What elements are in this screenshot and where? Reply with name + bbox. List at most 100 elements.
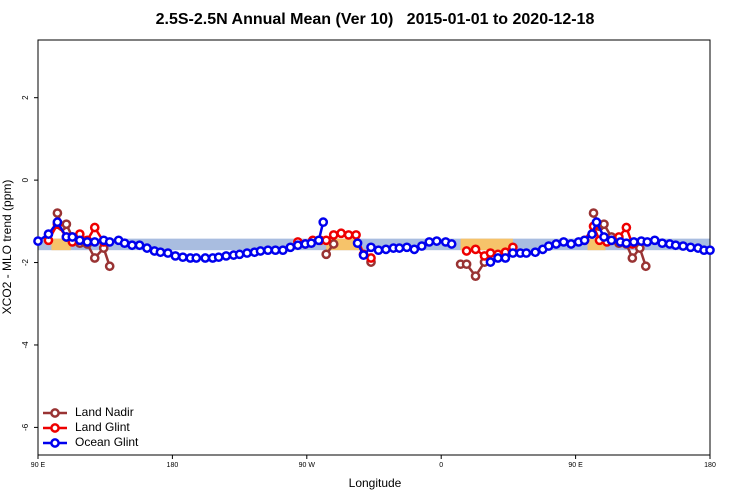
series-point bbox=[213, 252, 224, 263]
series-point bbox=[485, 248, 496, 258]
series-point bbox=[409, 244, 420, 255]
series-point bbox=[89, 253, 100, 263]
y-tick-label: 2 bbox=[21, 95, 30, 100]
series-point bbox=[191, 253, 202, 263]
series-point bbox=[306, 238, 317, 249]
series-point bbox=[82, 237, 93, 247]
series-point bbox=[470, 244, 481, 255]
series-point bbox=[142, 243, 152, 253]
series-point bbox=[530, 247, 541, 258]
series-point bbox=[263, 245, 273, 256]
x-tick-label: 0 bbox=[439, 462, 443, 469]
series-point bbox=[104, 261, 115, 272]
series-point bbox=[402, 242, 412, 253]
series-point bbox=[119, 238, 130, 249]
series-point bbox=[381, 244, 391, 255]
series-point bbox=[424, 237, 435, 247]
x-tick-label: 90 E bbox=[31, 462, 46, 469]
series-point bbox=[352, 238, 363, 249]
series-point bbox=[366, 242, 376, 253]
land-region bbox=[326, 238, 360, 251]
series-point bbox=[628, 237, 639, 247]
series-point bbox=[285, 242, 296, 253]
series-point bbox=[134, 240, 145, 251]
series-point bbox=[579, 235, 590, 246]
series-point bbox=[705, 245, 715, 256]
series-point bbox=[336, 228, 346, 239]
series-point bbox=[621, 238, 632, 249]
y-tick-label: -6 bbox=[21, 423, 30, 431]
series-point bbox=[358, 250, 369, 260]
series-point bbox=[587, 229, 597, 239]
series-point bbox=[292, 240, 303, 251]
legend-label: Ocean Glint bbox=[75, 435, 139, 449]
y-tick-label: -2 bbox=[21, 258, 30, 266]
series-point bbox=[678, 241, 688, 251]
series-point bbox=[43, 229, 54, 239]
series-point bbox=[373, 245, 384, 256]
land-region bbox=[460, 238, 513, 251]
land-region bbox=[587, 238, 606, 251]
y-axis-label: XCO2 - MLO trend (ppm) bbox=[0, 180, 14, 315]
series-point bbox=[155, 247, 166, 258]
series-point bbox=[640, 261, 651, 272]
series-point bbox=[328, 239, 339, 249]
series-point bbox=[394, 243, 405, 253]
series-point bbox=[234, 249, 245, 260]
series-point bbox=[242, 248, 252, 258]
series-point bbox=[178, 252, 188, 263]
series-point bbox=[627, 253, 638, 263]
series-point bbox=[657, 238, 668, 249]
legend-marker bbox=[50, 423, 60, 433]
series-point bbox=[200, 253, 211, 263]
series-point bbox=[104, 237, 115, 247]
series-point bbox=[446, 239, 457, 249]
series-point bbox=[321, 249, 332, 260]
series-point bbox=[621, 222, 632, 233]
series-point bbox=[599, 219, 609, 230]
series-point bbox=[52, 208, 63, 218]
series-point bbox=[328, 230, 339, 240]
series-point bbox=[351, 230, 361, 240]
x-tick-label: 90 W bbox=[299, 462, 316, 469]
series-point bbox=[270, 245, 281, 256]
series-point bbox=[649, 235, 660, 246]
series-point bbox=[33, 236, 43, 246]
land-region bbox=[51, 238, 71, 251]
series-point bbox=[321, 235, 332, 246]
series-point bbox=[485, 257, 496, 267]
legend-label: Land Glint bbox=[75, 420, 130, 434]
y-tick-label: -4 bbox=[21, 341, 30, 349]
chart-title: 2.5S-2.5N Annual Mean (Ver 10) 2015-01-0… bbox=[156, 11, 595, 28]
series-point bbox=[685, 242, 696, 253]
series-point bbox=[599, 232, 609, 242]
series-point bbox=[278, 245, 288, 256]
series-point bbox=[163, 248, 173, 258]
series-point bbox=[551, 239, 562, 249]
series-point bbox=[89, 222, 100, 233]
series-point bbox=[366, 253, 376, 263]
series-point bbox=[670, 240, 681, 251]
series-point bbox=[89, 237, 100, 247]
series-point bbox=[642, 237, 653, 247]
legend-marker bbox=[50, 408, 60, 418]
series-point bbox=[127, 240, 137, 251]
x-axis-label: Longitude bbox=[349, 476, 402, 490]
series-point bbox=[67, 232, 78, 242]
series-point bbox=[508, 248, 518, 258]
series-point bbox=[521, 248, 532, 258]
series-point bbox=[493, 253, 503, 263]
series-point bbox=[52, 217, 63, 228]
series-point bbox=[606, 235, 617, 246]
series-point bbox=[221, 251, 232, 261]
series-point bbox=[416, 241, 427, 251]
x-tick-label: 180 bbox=[167, 462, 179, 469]
legend-marker bbox=[50, 438, 60, 448]
series-point bbox=[170, 251, 181, 261]
series-point bbox=[558, 237, 569, 247]
series-point bbox=[255, 246, 266, 256]
series-point bbox=[461, 259, 472, 270]
series-point bbox=[500, 253, 511, 263]
series-point bbox=[318, 217, 329, 228]
